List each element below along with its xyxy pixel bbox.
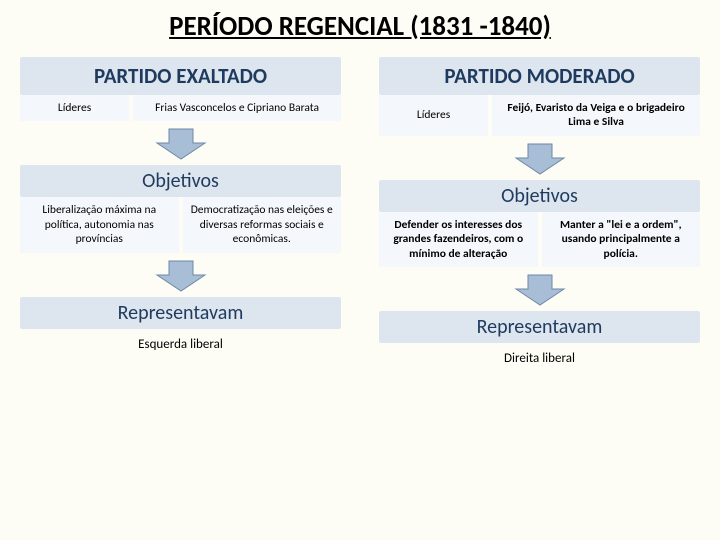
down-arrow-icon [512, 142, 568, 176]
arrow-2-exaltado [20, 253, 341, 297]
down-arrow-icon [512, 273, 568, 307]
obj1-moderado: Defender os interesses dos grandes fazen… [379, 212, 538, 267]
columns-container: PARTIDO EXALTADO Líderes Frias Vasconcel… [20, 57, 700, 374]
leaders-label-exaltado: Líderes [20, 95, 129, 121]
leaders-value-exaltado: Frias Vasconcelos e Cipriano Barata [133, 95, 341, 121]
leaders-label-moderado: Líderes [379, 95, 488, 136]
leaders-row-moderado: Líderes Feijó, Evaristo da Veiga e o bri… [379, 95, 700, 136]
objectives-header-exaltado: Objetivos [20, 165, 341, 197]
leaders-value-moderado: Feijó, Evaristo da Veiga e o brigadeiro … [492, 95, 700, 136]
col-moderado: PARTIDO MODERADO Líderes Feijó, Evaristo… [379, 57, 700, 374]
leaders-row-exaltado: Líderes Frias Vasconcelos e Cipriano Bar… [20, 95, 341, 121]
represented-value-moderado: Direita liberal [379, 343, 700, 374]
represented-header-moderado: Representavam [379, 311, 700, 343]
obj1-exaltado: Liberalização máxima na política, autono… [20, 197, 179, 252]
party-header-exaltado: PARTIDO EXALTADO [20, 57, 341, 95]
obj2-exaltado: Democratização nas eleições e diversas r… [183, 197, 342, 252]
down-arrow-icon [153, 127, 209, 161]
page-title: PERÍODO REGENCIAL (1831 -1840) [20, 10, 700, 43]
objectives-header-moderado: Objetivos [379, 180, 700, 212]
objectives-row-exaltado: Liberalização máxima na política, autono… [20, 197, 341, 252]
arrow-1-moderado [379, 136, 700, 180]
arrow-2-moderado [379, 267, 700, 311]
represented-value-exaltado: Esquerda liberal [20, 329, 341, 360]
down-arrow-icon [153, 259, 209, 293]
objectives-row-moderado: Defender os interesses dos grandes fazen… [379, 212, 700, 267]
party-header-moderado: PARTIDO MODERADO [379, 57, 700, 95]
col-exaltado: PARTIDO EXALTADO Líderes Frias Vasconcel… [20, 57, 341, 374]
arrow-1-exaltado [20, 121, 341, 165]
represented-header-exaltado: Representavam [20, 297, 341, 329]
obj2-moderado: Manter a "lei e a ordem", usando princip… [542, 212, 701, 267]
